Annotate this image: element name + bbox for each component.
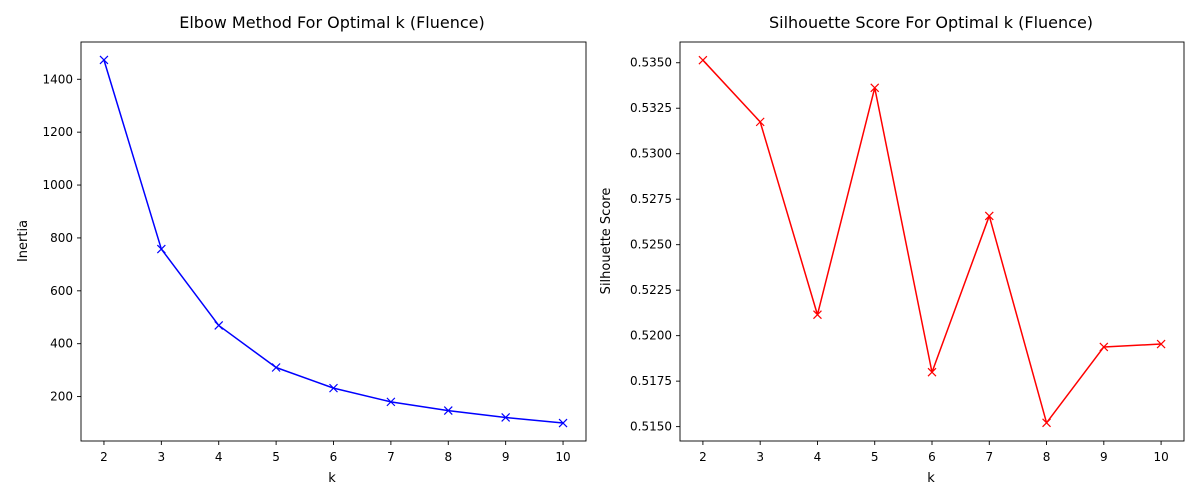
series-line bbox=[103, 59, 564, 424]
data-point-marker bbox=[698, 55, 708, 65]
data-point-marker bbox=[99, 55, 109, 65]
x-tick-label: 8 bbox=[444, 450, 452, 464]
elbow-chart: Elbow Method For Optimal k (Fluence) k I… bbox=[16, 13, 587, 486]
data-point-marker bbox=[214, 321, 224, 330]
y-tick-label: 0.5275 bbox=[630, 192, 672, 206]
y-tick-label: 1000 bbox=[42, 178, 73, 192]
data-point-marker bbox=[443, 406, 453, 416]
chart-title: Elbow Method For Optimal k (Fluence) bbox=[179, 13, 485, 32]
x-tick-label: 4 bbox=[814, 450, 822, 464]
y-tick-label: 600 bbox=[50, 284, 73, 298]
y-axis-label: Inertia bbox=[16, 220, 31, 262]
x-tick-label: 5 bbox=[272, 450, 280, 464]
x-tick-label: 9 bbox=[1100, 450, 1108, 464]
y-tick-label: 400 bbox=[50, 337, 73, 351]
data-point-marker bbox=[1099, 342, 1109, 352]
x-tick-label: 6 bbox=[928, 450, 936, 464]
x-tick-label: 7 bbox=[387, 450, 395, 464]
data-point-marker bbox=[558, 418, 568, 428]
x-tick-label: 10 bbox=[555, 450, 570, 464]
x-tick-label: 3 bbox=[158, 450, 166, 464]
x-tick-label: 8 bbox=[1043, 450, 1051, 464]
y-axis-label: Silhouette Score bbox=[599, 188, 614, 295]
series-line bbox=[702, 59, 1162, 424]
x-tick-label: 3 bbox=[756, 450, 764, 464]
x-tick-label: 6 bbox=[330, 450, 338, 464]
y-tick-label: 0.5300 bbox=[630, 147, 672, 161]
x-axis-label: k bbox=[328, 471, 336, 486]
x-tick-label: 5 bbox=[871, 450, 879, 464]
data-point-marker bbox=[501, 413, 511, 422]
x-tick-label: 2 bbox=[699, 450, 707, 464]
y-tick-label: 0.5175 bbox=[630, 374, 672, 388]
data-point-marker bbox=[386, 397, 396, 407]
y-tick-label: 1200 bbox=[42, 125, 73, 139]
silhouette-chart: Silhouette Score For Optimal k (Fluence)… bbox=[599, 13, 1185, 486]
data-point-marker bbox=[329, 383, 338, 393]
x-tick-label: 7 bbox=[985, 450, 993, 464]
data-point-marker bbox=[813, 310, 822, 320]
plot-area-frame bbox=[80, 41, 587, 442]
data-point-marker bbox=[1156, 339, 1166, 349]
data-point-marker bbox=[927, 367, 937, 377]
data-point-marker bbox=[870, 83, 880, 93]
y-tick-label: 0.5325 bbox=[630, 101, 672, 115]
y-tick-label: 1400 bbox=[42, 72, 73, 86]
data-point-marker bbox=[156, 244, 166, 254]
data-point-marker bbox=[984, 211, 994, 221]
x-tick-label: 9 bbox=[502, 450, 510, 464]
x-tick-label: 2 bbox=[100, 450, 108, 464]
data-point-marker bbox=[1042, 418, 1051, 428]
y-tick-label: 800 bbox=[50, 231, 73, 245]
plot-area-frame bbox=[679, 41, 1185, 442]
y-tick-label: 0.5225 bbox=[630, 283, 672, 297]
x-tick-label: 4 bbox=[215, 450, 223, 464]
y-tick-label: 0.5250 bbox=[630, 238, 672, 252]
y-tick-label: 0.5200 bbox=[630, 329, 672, 343]
data-point-marker bbox=[755, 117, 765, 127]
y-tick-label: 200 bbox=[50, 390, 73, 404]
y-tick-label: 0.5350 bbox=[630, 56, 672, 70]
x-tick-label: 10 bbox=[1153, 450, 1168, 464]
y-tick-label: 0.5150 bbox=[630, 420, 672, 434]
x-axis-label: k bbox=[927, 471, 935, 486]
data-point-marker bbox=[271, 363, 281, 372]
chart-title: Silhouette Score For Optimal k (Fluence) bbox=[769, 13, 1093, 32]
